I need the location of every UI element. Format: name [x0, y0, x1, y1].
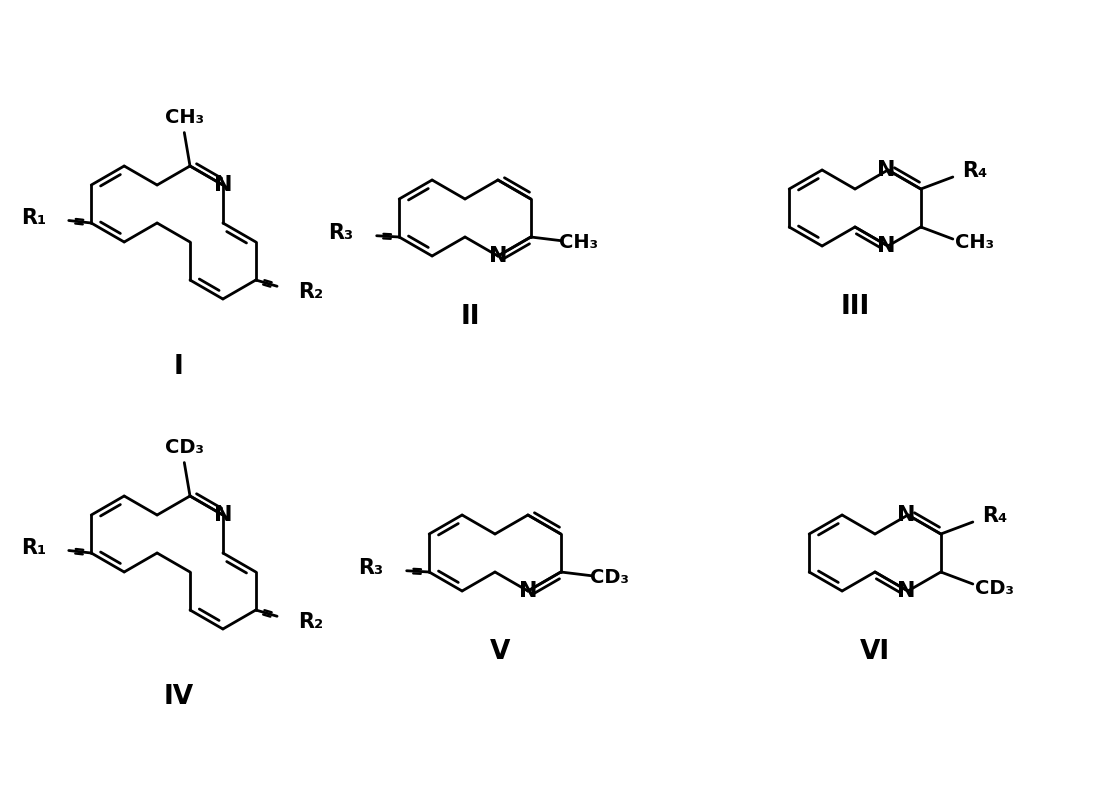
Text: V: V	[490, 639, 510, 665]
Text: N: N	[877, 160, 895, 180]
Text: CH₃: CH₃	[955, 234, 994, 252]
Text: R₂: R₂	[298, 282, 324, 302]
Text: R₁: R₁	[21, 208, 46, 228]
Text: VI: VI	[860, 639, 890, 665]
Text: N: N	[214, 505, 233, 525]
Text: R₂: R₂	[298, 612, 324, 632]
Text: N: N	[877, 236, 895, 256]
Text: R₄: R₄	[982, 506, 1007, 526]
Text: R₁: R₁	[21, 538, 46, 558]
Text: R₄: R₄	[963, 161, 987, 181]
Text: R₃: R₃	[358, 558, 384, 578]
Text: CH₃: CH₃	[165, 108, 204, 127]
Text: CD₃: CD₃	[165, 438, 204, 457]
Text: N: N	[489, 246, 508, 266]
Text: II: II	[461, 304, 480, 330]
Text: N: N	[897, 581, 915, 601]
Text: CD₃: CD₃	[590, 568, 629, 587]
Text: III: III	[840, 294, 869, 320]
Text: CD₃: CD₃	[975, 579, 1014, 597]
Text: IV: IV	[164, 684, 194, 710]
Text: R₃: R₃	[328, 223, 354, 243]
Text: N: N	[897, 505, 915, 525]
Text: I: I	[174, 355, 184, 381]
Text: N: N	[214, 175, 233, 195]
Text: N: N	[519, 581, 538, 601]
Text: CH₃: CH₃	[560, 234, 599, 252]
